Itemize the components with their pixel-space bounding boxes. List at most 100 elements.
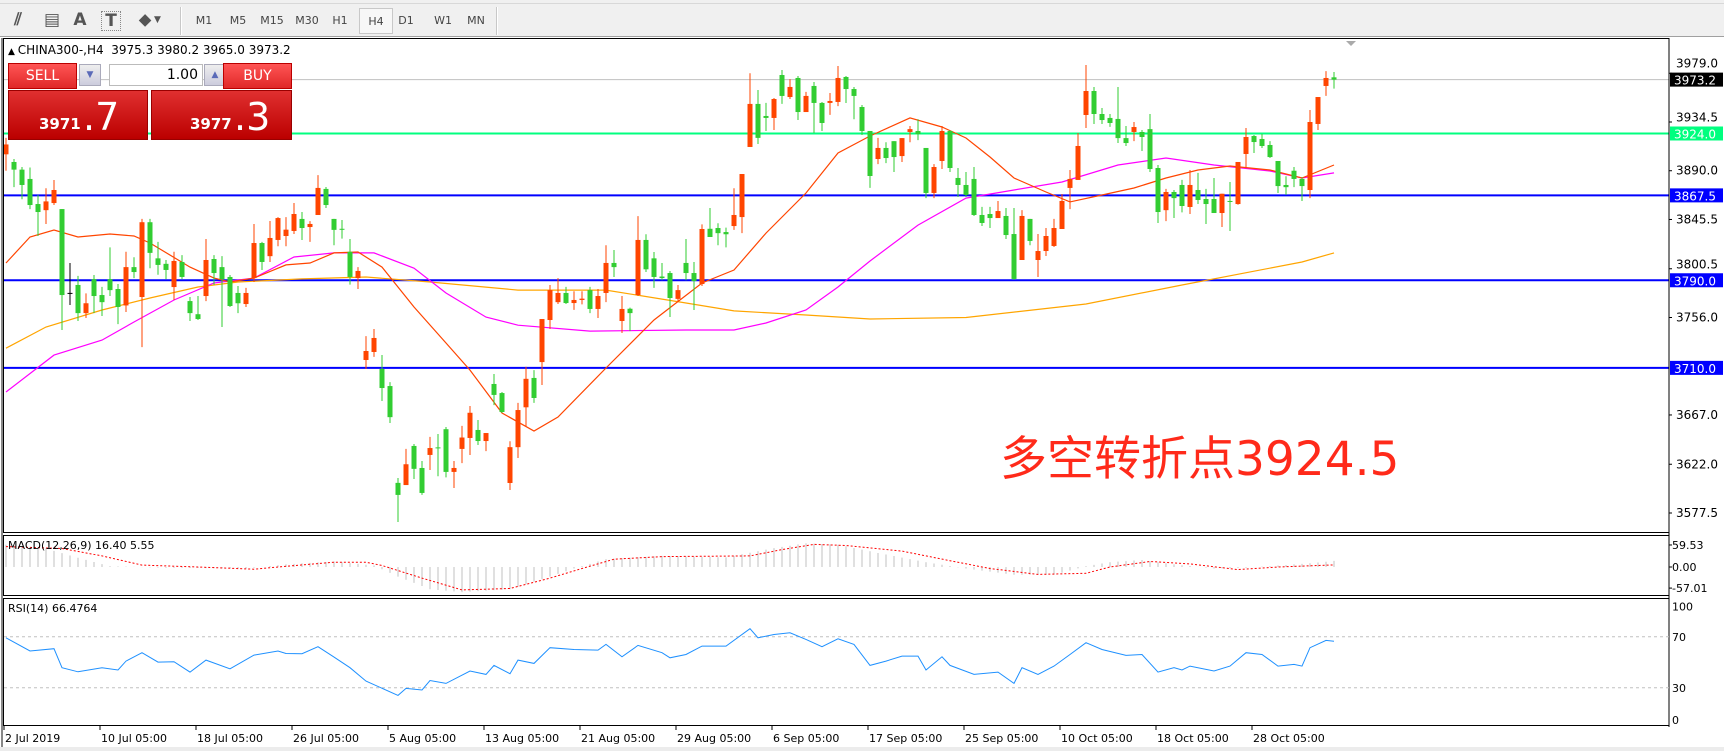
candle-body <box>1331 77 1337 80</box>
candle-body <box>1283 184 1289 188</box>
candle-body <box>1275 160 1281 187</box>
candle-body <box>59 209 65 296</box>
buy-price-button[interactable]: 3977 .3 <box>151 90 292 140</box>
time-axis-label: 21 Aug 05:00 <box>581 732 655 745</box>
tab-m5[interactable]: M5 <box>229 13 247 27</box>
tab-w1[interactable]: W1 <box>434 13 452 27</box>
candle <box>1179 179 1185 213</box>
candle <box>35 194 41 237</box>
candle <box>1315 97 1321 130</box>
candle <box>803 91 809 113</box>
tab-m30[interactable]: M30 <box>295 13 319 27</box>
candle <box>1155 165 1161 223</box>
candle-body <box>147 222 153 253</box>
candle-body <box>291 213 297 231</box>
fibonacci-expansion-icon[interactable]: ⫽ <box>14 10 22 30</box>
candle-body <box>747 103 753 147</box>
candle <box>315 175 321 215</box>
candle-body <box>347 251 353 277</box>
arrows-glyph: ⬥ <box>139 10 151 30</box>
candle <box>947 130 953 173</box>
text-label-icon[interactable]: T <box>101 11 121 31</box>
candle <box>259 241 265 270</box>
candle <box>459 425 465 464</box>
candle <box>339 220 345 239</box>
level-price-label: 3790.0 <box>1674 274 1716 288</box>
candle <box>75 275 81 321</box>
candle <box>331 218 337 246</box>
tab-m15[interactable]: M15 <box>260 13 284 27</box>
candle <box>11 159 17 188</box>
candle <box>371 328 377 357</box>
rsi-line <box>5 628 1335 696</box>
candle <box>555 278 561 305</box>
text-icon[interactable]: A <box>73 10 87 30</box>
candle <box>939 126 945 169</box>
candle-body <box>419 467 425 493</box>
candle <box>1323 71 1329 96</box>
candle <box>1331 71 1337 89</box>
candle-body <box>1235 161 1241 205</box>
tab-mn[interactable]: MN <box>467 13 485 27</box>
time-axis-label: 5 Aug 05:00 <box>389 732 456 745</box>
candle-body <box>923 147 929 193</box>
candle <box>523 366 529 428</box>
buy-button[interactable]: BUY <box>223 63 292 89</box>
candle-body <box>675 290 681 299</box>
toolbar-separator <box>496 7 498 35</box>
time-axis-label: 10 Oct 05:00 <box>1061 732 1133 745</box>
tab-h4[interactable]: H4 <box>359 8 393 34</box>
candle <box>963 172 969 198</box>
lot-decrease-button[interactable]: ▼ <box>79 64 101 86</box>
candle <box>275 217 281 247</box>
level-price-tag <box>1670 126 1723 141</box>
time-axis-label: 13 Aug 05:00 <box>485 732 559 745</box>
candle <box>635 216 641 297</box>
candle <box>91 274 97 314</box>
rsi-label: RSI(14) 66.4764 <box>8 602 98 615</box>
candle <box>203 238 209 302</box>
candle <box>595 289 601 319</box>
tab-h1[interactable]: H1 <box>332 13 348 27</box>
candle <box>107 247 113 297</box>
lot-input[interactable] <box>109 64 203 86</box>
price-tick-label: 3979.0 <box>1676 57 1718 71</box>
arrows-icon[interactable]: ⬥ ▼ <box>136 7 164 33</box>
candle-body <box>499 393 505 413</box>
candle <box>243 287 249 307</box>
collapse-triangle-icon[interactable]: ▲ <box>8 47 18 57</box>
candle-body <box>1099 114 1105 121</box>
candle-body <box>635 239 641 296</box>
candle-body <box>491 383 497 395</box>
candle <box>675 284 681 302</box>
tab-m1[interactable]: M1 <box>195 13 213 27</box>
candle <box>163 259 169 280</box>
candle-body <box>691 273 697 282</box>
candle <box>443 427 449 478</box>
candle <box>1083 65 1089 129</box>
candle-body <box>235 292 241 304</box>
candle-body <box>835 77 841 102</box>
sell-button[interactable]: SELL <box>8 63 77 89</box>
candle-body <box>99 295 105 303</box>
candle-body <box>427 448 433 455</box>
candle-body <box>571 299 577 304</box>
rsi-axis-label: 30 <box>1672 682 1686 695</box>
time-axis-label: 10 Jul 05:00 <box>101 732 167 745</box>
candle <box>859 105 865 136</box>
candle-body <box>1323 77 1329 86</box>
candle <box>1211 177 1217 214</box>
tab-d1[interactable]: D1 <box>398 13 414 27</box>
candle <box>67 262 73 306</box>
candle <box>1195 172 1201 205</box>
sell-price-button[interactable]: 3971 .7 <box>8 90 148 140</box>
candle-body <box>587 290 593 309</box>
candle-body <box>947 130 953 168</box>
candle <box>931 164 937 199</box>
candle <box>691 261 697 311</box>
macd-plot <box>5 543 1335 593</box>
candle <box>699 224 705 286</box>
candle <box>427 436 433 471</box>
fibonacci-grid-icon[interactable]: ▤ <box>43 10 61 30</box>
